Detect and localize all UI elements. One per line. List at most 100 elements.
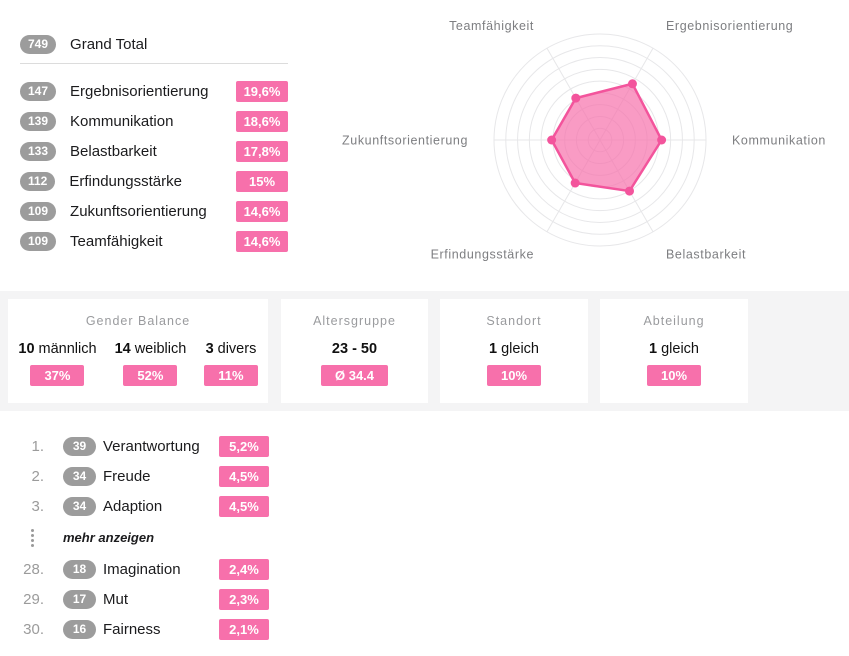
summary-row: 109 Zukunftsorientierung 14,6% bbox=[20, 196, 288, 226]
category-label: Kommunikation bbox=[70, 112, 174, 130]
stat-badge: 52% bbox=[123, 365, 178, 386]
stat-value: 3 bbox=[205, 341, 214, 357]
ranking-row: 28. 18 Imagination 2,4% bbox=[20, 554, 290, 584]
radar-data-point bbox=[657, 135, 667, 145]
count-badge: 109 bbox=[20, 231, 57, 251]
count-badge: 133 bbox=[20, 141, 57, 161]
stat-weiblich: 14 weiblich 52% bbox=[114, 341, 187, 386]
rank-number: 28. bbox=[23, 560, 44, 578]
rank-number: 3. bbox=[31, 497, 44, 515]
vertical-ellipsis-icon bbox=[20, 528, 44, 547]
summary-row: 147 Ergebnisorientierung 19,6% bbox=[20, 76, 288, 106]
value-label: Freude bbox=[103, 467, 151, 485]
stat-abteilung: 1 gleich 10% bbox=[646, 341, 702, 386]
count-badge: 139 bbox=[20, 111, 57, 131]
stat-value: 1 bbox=[649, 341, 658, 357]
category-summary-list: 749 Grand Total 147 Ergebnisorientierung… bbox=[20, 32, 288, 256]
stat-standort: 1 gleich 10% bbox=[486, 341, 542, 386]
radar-data-point bbox=[570, 178, 580, 188]
percent-badge: 15% bbox=[236, 170, 288, 192]
stat-value: 1 bbox=[489, 341, 498, 357]
category-label: Erfindungsstärke bbox=[69, 172, 182, 190]
radar-axis-label: Teamfähigkeit bbox=[449, 19, 534, 33]
stat-divers: 3 divers 11% bbox=[204, 341, 258, 386]
card-gender-balance: Gender Balance 10 männlich 37% 14 weiblich… bbox=[8, 299, 268, 403]
count-badge: 147 bbox=[20, 81, 57, 101]
card-title: Abteilung bbox=[643, 314, 705, 328]
ranking-row: 2. 34 Freude 4,5% bbox=[20, 461, 290, 491]
radar-axis-label: Zukunftsorientierung bbox=[342, 133, 468, 147]
ranking-row: 1. 39 Verantwortung 5,2% bbox=[20, 431, 290, 461]
ranking-row: 3. 34 Adaption 4,5% bbox=[20, 491, 290, 521]
rank-number: 29. bbox=[23, 590, 44, 608]
stat-badge: 10% bbox=[486, 365, 542, 386]
percent-badge: 4,5% bbox=[219, 465, 269, 487]
stat-maennlich: 10 männlich 37% bbox=[18, 341, 97, 386]
radar-data-point bbox=[547, 135, 557, 145]
summary-row: 139 Kommunikation 18,6% bbox=[20, 106, 288, 136]
percent-badge: 2,1% bbox=[219, 618, 269, 640]
stat-value: 23 - 50 bbox=[331, 341, 378, 357]
stat-value: 14 bbox=[114, 341, 131, 357]
percent-badge: 2,3% bbox=[219, 588, 269, 610]
category-label: Belastbarkeit bbox=[70, 142, 157, 160]
card-title: Altersgruppe bbox=[313, 314, 396, 328]
ranking-list: 1. 39 Verantwortung 5,2% 2. 34 Freude 4,… bbox=[20, 431, 290, 644]
rank-number: 2. bbox=[31, 467, 44, 485]
percent-badge: 5,2% bbox=[219, 435, 269, 457]
category-label: Ergebnisorientierung bbox=[70, 82, 209, 100]
summary-row: 133 Belastbarkeit 17,8% bbox=[20, 136, 288, 166]
percent-badge: 14,6% bbox=[236, 200, 288, 222]
count-badge: 17 bbox=[63, 589, 96, 609]
count-badge: 18 bbox=[63, 559, 96, 579]
stat-label: divers bbox=[217, 341, 257, 357]
value-label: Fairness bbox=[103, 620, 161, 638]
grand-total-label: Grand Total bbox=[70, 35, 148, 53]
percent-badge: 2,4% bbox=[219, 558, 269, 580]
rank-number: 1. bbox=[31, 437, 44, 455]
stat-badge: 10% bbox=[646, 365, 702, 386]
percent-badge: 19,6% bbox=[236, 80, 288, 102]
count-badge: 16 bbox=[63, 619, 96, 639]
show-more-button[interactable]: mehr anzeigen bbox=[63, 530, 155, 545]
card-altersgruppe: Altersgruppe 23 - 50 Ø 34.4 bbox=[281, 299, 428, 403]
stat-label: weiblich bbox=[134, 341, 187, 357]
radar-data-point bbox=[624, 186, 634, 196]
card-title: Gender Balance bbox=[85, 314, 191, 328]
show-more-row: mehr anzeigen bbox=[20, 521, 290, 554]
stat-value: 10 bbox=[18, 341, 35, 357]
percent-badge: 4,5% bbox=[219, 495, 269, 517]
count-badge: 109 bbox=[20, 201, 57, 221]
radar-chart: Kommunikation Ergebnisorientierung Teamfäh… bbox=[342, 19, 826, 262]
count-badge: 39 bbox=[63, 436, 96, 456]
stat-label: gleich bbox=[501, 341, 539, 357]
summary-row: 112 Erfindungsstärke 15% bbox=[20, 166, 288, 196]
radar-axis-label: Ergebnisorientierung bbox=[666, 19, 793, 33]
count-badge: 112 bbox=[20, 171, 56, 191]
ranking-row: 30. 16 Fairness 2,1% bbox=[20, 614, 290, 644]
percent-badge: 18,6% bbox=[236, 110, 288, 132]
card-abteilung: Abteilung 1 gleich 10% bbox=[600, 299, 748, 403]
summary-row: 109 Teamfähigkeit 14,6% bbox=[20, 226, 288, 256]
count-badge: 34 bbox=[63, 496, 96, 516]
stat-badge: 37% bbox=[30, 365, 85, 386]
radar-axis-label: Kommunikation bbox=[732, 133, 826, 147]
percent-badge: 17,8% bbox=[236, 140, 288, 162]
divider bbox=[20, 63, 288, 64]
radar-axis-label: Erfindungsstärke bbox=[431, 248, 534, 262]
stat-label: gleich bbox=[661, 341, 699, 357]
value-label: Adaption bbox=[103, 497, 163, 515]
percent-badge: 14,6% bbox=[236, 230, 288, 252]
stat-badge: Ø 34.4 bbox=[320, 365, 389, 386]
stat-badge: 11% bbox=[204, 365, 258, 386]
stat-label: männlich bbox=[38, 341, 97, 357]
value-label: Verantwortung bbox=[103, 437, 200, 455]
stat-age-range: 23 - 50 Ø 34.4 bbox=[320, 341, 389, 386]
grand-total-row: 749 Grand Total bbox=[20, 32, 288, 56]
value-label: Mut bbox=[103, 590, 129, 608]
radar-data-point bbox=[627, 79, 637, 89]
card-title: Standort bbox=[486, 314, 542, 328]
count-badge: 34 bbox=[63, 466, 96, 486]
ranking-row: 29. 17 Mut 2,3% bbox=[20, 584, 290, 614]
